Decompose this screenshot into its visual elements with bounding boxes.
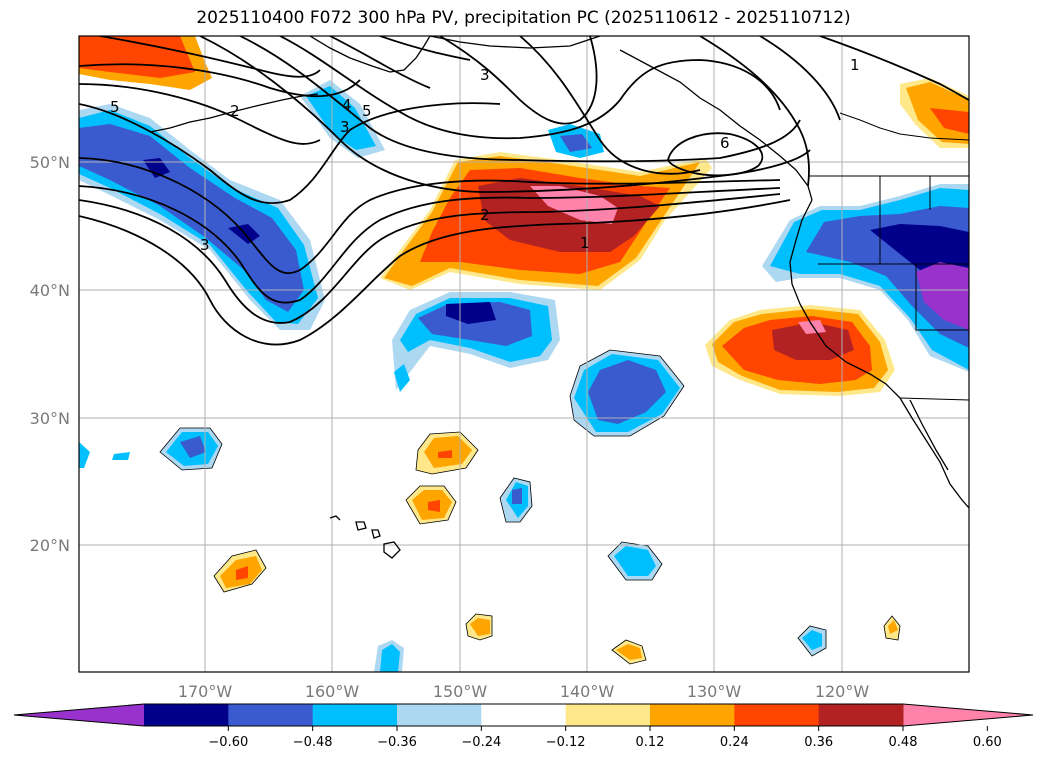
pv-contour-labels: 5 3 2 3 5 4 2 1 3 6 1 bbox=[110, 56, 860, 254]
contour-label: 2 bbox=[230, 102, 240, 120]
precip-outlines bbox=[159, 349, 901, 665]
contour-label: 3 bbox=[200, 236, 210, 254]
contour-label: 1 bbox=[850, 56, 860, 74]
lon-label: 120°W bbox=[815, 682, 870, 701]
colorbar-swatch bbox=[818, 704, 904, 726]
plot-frame bbox=[78, 35, 970, 673]
coastline bbox=[149, 36, 969, 559]
contour-label: 5 bbox=[362, 102, 372, 120]
contour-label: 4 bbox=[342, 96, 352, 114]
colorbar-swatch bbox=[565, 704, 651, 726]
colorbar-tick-label: −0.48 bbox=[293, 735, 333, 750]
colorbar-tick-label: −0.24 bbox=[461, 735, 501, 750]
colorbar-swatch bbox=[397, 704, 482, 726]
colorbar-tick-label: 0.12 bbox=[636, 735, 665, 750]
colorbar-swatch bbox=[228, 704, 314, 726]
colorbar-swatch bbox=[144, 704, 229, 726]
colorbar-tick-label: 0.36 bbox=[804, 735, 833, 750]
colorbar-swatch bbox=[650, 704, 735, 726]
lon-label: 150°W bbox=[433, 682, 488, 701]
colorbar-tick-label: −0.36 bbox=[377, 735, 417, 750]
lat-label: 30°N bbox=[30, 409, 70, 428]
lat-label: 20°N bbox=[30, 536, 70, 555]
colorbar-extend-max bbox=[903, 704, 1033, 726]
colorbar-tick-label: 0.60 bbox=[973, 735, 1002, 750]
longitude-labels: 170°W 160°W 150°W 140°W 130°W 120°W bbox=[178, 682, 870, 701]
lat-label: 40°N bbox=[30, 281, 70, 300]
contour-label: 2 bbox=[480, 206, 490, 224]
map-plot-area: 5 3 2 3 5 4 2 1 3 6 1 bbox=[79, 36, 969, 672]
contour-label: 5 bbox=[110, 98, 120, 116]
lat-label: 50°N bbox=[30, 153, 70, 172]
colorbar-tick-label: −0.12 bbox=[546, 735, 586, 750]
colorbar-extend-min bbox=[14, 704, 144, 726]
contour-label: 3 bbox=[480, 66, 490, 84]
contour-label: 3 bbox=[340, 118, 350, 136]
lon-label: 130°W bbox=[687, 682, 742, 701]
pv-contours bbox=[79, 36, 969, 346]
colorbar: −0.60 −0.48 −0.36 −0.24 −0.12 0.12 0.24 0.36 0.4… bbox=[13, 703, 1034, 750]
lon-label: 170°W bbox=[178, 682, 233, 701]
colorbar-swatch bbox=[481, 704, 567, 726]
colorbar-tick-label: −0.60 bbox=[208, 735, 248, 750]
colorbar-tick-label: 0.24 bbox=[720, 735, 749, 750]
contour-label: 1 bbox=[580, 234, 590, 252]
lon-label: 160°W bbox=[305, 682, 360, 701]
colorbar-swatch bbox=[312, 704, 398, 726]
colorbar-outline bbox=[13, 703, 1034, 727]
graticule bbox=[79, 36, 969, 672]
latitude-labels: 50°N 40°N 30°N 20°N bbox=[30, 153, 70, 555]
lon-label: 140°W bbox=[560, 682, 615, 701]
colorbar-tick-label: 0.48 bbox=[889, 735, 918, 750]
political-borders bbox=[808, 112, 969, 401]
colorbar-swatch bbox=[734, 704, 820, 726]
contour-label: 6 bbox=[720, 134, 730, 152]
map-title: 2025110400 F072 300 hPa PV, precipitatio… bbox=[196, 8, 851, 28]
